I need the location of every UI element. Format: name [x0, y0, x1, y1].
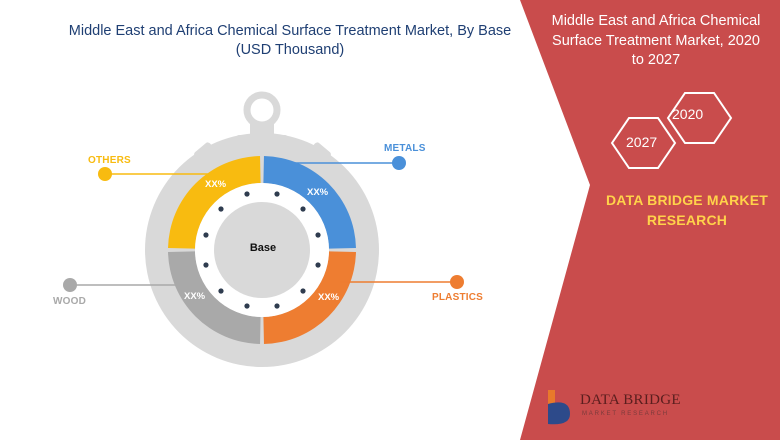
donut-segment-metals: [263, 156, 356, 249]
brand-line-2: RESEARCH: [646, 212, 728, 228]
hexagon-2020: [666, 92, 733, 144]
others-marker: [98, 167, 112, 181]
wood-marker: [63, 278, 77, 292]
hexagon-2027: [610, 117, 677, 169]
chart-title: Middle East and Africa Chemical Surface …: [40, 22, 540, 60]
logo-tagline: MARKET RESEARCH: [582, 411, 669, 417]
center-label: Base: [249, 242, 277, 254]
center-disc: [214, 202, 310, 298]
chart-title-line-2: (USD Thousand): [235, 42, 345, 58]
year-2027-label: 2027: [626, 134, 658, 150]
legend-label-plastics: PLASTICS: [432, 292, 484, 303]
legend-label-wood: WOOD: [53, 296, 87, 307]
data-bridge-logo-mark: [548, 390, 570, 425]
side-title-line-1: Middle East and Africa Chemical: [551, 13, 761, 29]
side-title-line-3: to 2027: [631, 52, 681, 68]
logo-name: DATA BRIDGE: [580, 392, 681, 408]
plastics-marker: [450, 275, 464, 289]
chart-title-line-1: Middle East and Africa Chemical Surface …: [68, 23, 512, 39]
side-title-line-2: Surface Treatment Market, 2020: [552, 32, 760, 49]
legend-label-metals: METALS: [384, 143, 426, 154]
data-label-wood: XX%: [184, 291, 206, 302]
tick-dot: [203, 232, 209, 238]
tick-dot: [315, 232, 321, 238]
side-panel-background: [520, 0, 780, 440]
tick-dot: [300, 206, 306, 212]
tick-dot: [203, 262, 209, 268]
data-label-others: XX%: [205, 179, 227, 190]
logo-bowl: [548, 402, 570, 425]
tick-dot: [300, 288, 306, 294]
legend-label-others: OTHERS: [88, 155, 131, 166]
donut-chart: [168, 156, 356, 344]
donut-segment-plastics: [263, 251, 356, 344]
tick-dot: [274, 303, 280, 309]
tick-dots: [203, 191, 321, 309]
side-panel-title: Middle East and Africa Chemical Surface …: [540, 12, 772, 71]
tick-dot: [315, 262, 321, 268]
tick-dot: [218, 206, 224, 212]
donut-segment-wood: [168, 251, 261, 344]
brand-line-1: DATA BRIDGE MARKET: [606, 192, 768, 208]
data-label-metals: XX%: [307, 187, 329, 198]
stopwatch-ring: [243, 91, 281, 129]
tick-dot: [244, 191, 250, 197]
donut-segment-others: [168, 156, 261, 249]
data-label-plastics: XX%: [318, 292, 340, 303]
leaders: [63, 156, 464, 292]
year-2020-label: 2020: [672, 106, 704, 122]
tick-dot: [218, 288, 224, 294]
brand-text: DATA BRIDGE MARKET RESEARCH: [582, 190, 780, 230]
tick-dot: [244, 303, 250, 309]
metals-marker: [392, 156, 406, 170]
tick-dot: [274, 191, 280, 197]
